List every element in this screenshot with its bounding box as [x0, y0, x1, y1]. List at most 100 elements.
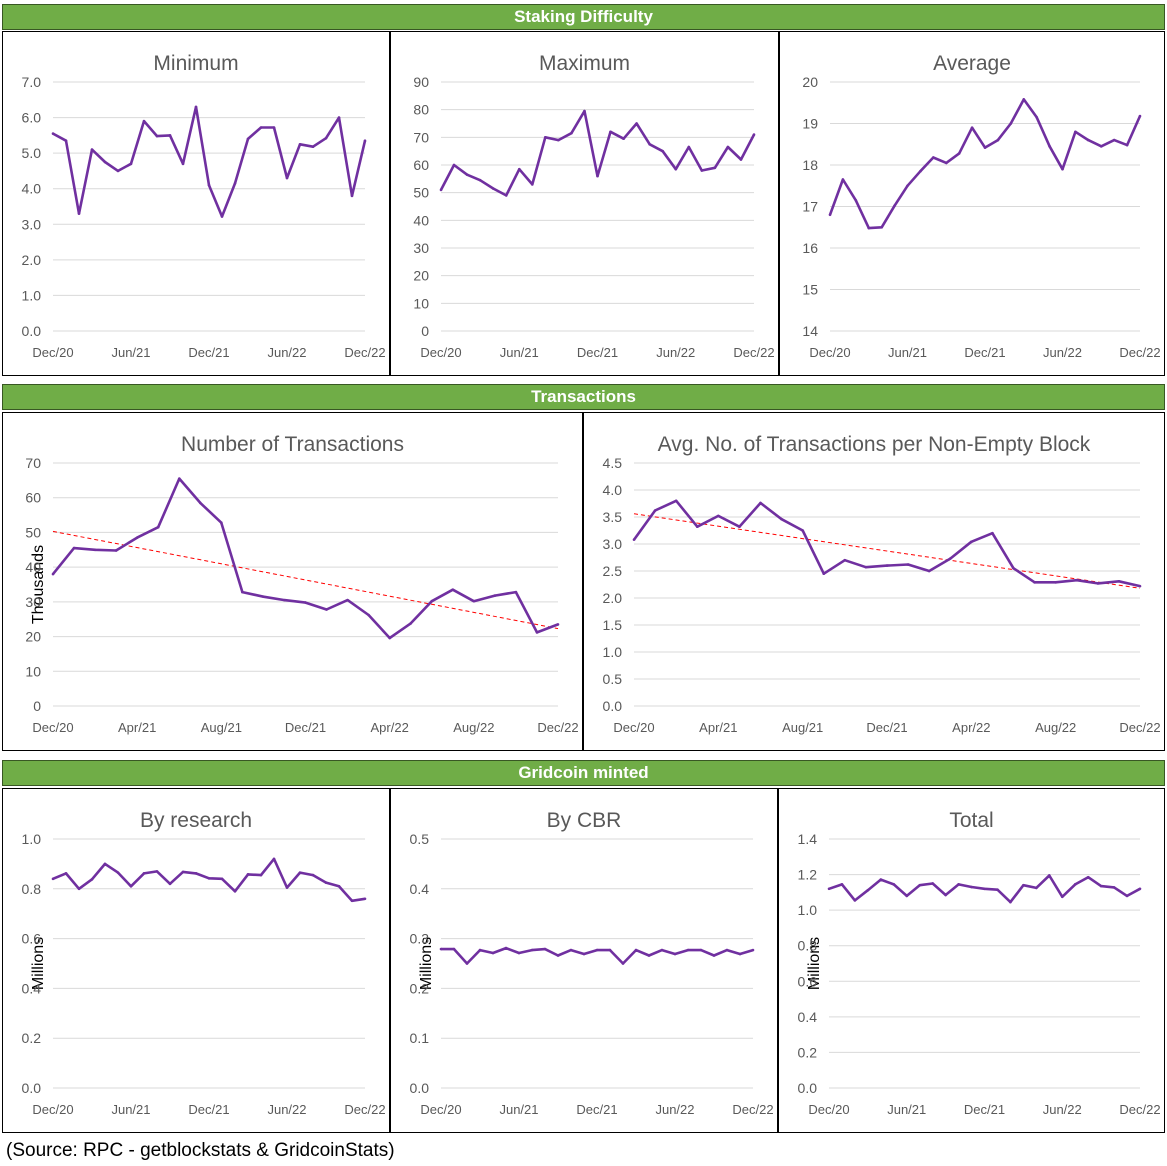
x-tick-label: Aug/22 [453, 720, 494, 735]
chart-title: By research [140, 809, 252, 832]
data-point [853, 899, 857, 902]
data-point [544, 136, 547, 139]
x-tick-label: Dec/20 [808, 1102, 849, 1117]
data-point [1033, 581, 1036, 584]
data-point [114, 549, 118, 552]
data-point [738, 952, 742, 956]
y-tick-label: 0.5 [603, 671, 623, 687]
data-point [1075, 578, 1079, 582]
chart-svg: Avg. No. of Transactions per Non-Empty B… [603, 433, 1161, 735]
y-tick-label: 30 [25, 594, 41, 610]
y-tick-label: 3.5 [603, 509, 623, 525]
x-tick-label: Jun/21 [111, 1102, 150, 1117]
data-point [948, 557, 952, 560]
data-point [970, 885, 973, 889]
data-point [695, 525, 699, 529]
x-tick-label: Dec/21 [964, 1102, 1005, 1117]
data-point [1073, 883, 1077, 886]
x-tick-label: Dec/20 [420, 1102, 461, 1117]
series-line [828, 98, 1142, 230]
y-tick-label: 40 [25, 559, 41, 575]
x-tick-label: Apr/21 [699, 720, 737, 735]
data-point [367, 613, 370, 617]
data-point [129, 162, 133, 166]
y-tick-label: 80 [413, 102, 429, 118]
x-tick-label: Dec/22 [732, 1102, 773, 1117]
y-tick-label: 40 [413, 212, 429, 228]
data-point [64, 872, 68, 875]
section-transactions: Transactions [2, 384, 1165, 410]
y-tick-label: 0.0 [798, 1080, 818, 1096]
data-point [919, 169, 922, 173]
section-staking-difficulty: Staking Difficulty [2, 4, 1165, 30]
data-point [135, 536, 139, 539]
data-point [686, 948, 690, 952]
data-point [207, 877, 211, 880]
y-tick-label: 18 [802, 157, 818, 173]
y-tick-label: 2.0 [22, 252, 42, 268]
data-point [220, 215, 224, 218]
data-point [272, 857, 276, 861]
data-point [918, 883, 922, 887]
data-point [991, 531, 994, 535]
data-point [181, 870, 185, 874]
data-point [570, 131, 573, 135]
y-axis-label: Millions [806, 937, 823, 990]
series-line [439, 109, 756, 197]
data-point [514, 590, 518, 594]
y-tick-label: 0.8 [798, 938, 818, 954]
y-tick-label: 70 [413, 129, 429, 145]
data-point [142, 872, 146, 875]
data-point [1087, 138, 1090, 142]
data-point [944, 161, 948, 165]
x-tick-label: Dec/20 [420, 345, 461, 360]
data-point [246, 137, 250, 141]
x-tick-label: Dec/21 [964, 345, 1005, 360]
data-point [569, 948, 573, 952]
data-point [177, 477, 181, 480]
data-point [1060, 895, 1064, 899]
y-tick-label: 6.0 [22, 110, 42, 126]
data-point [699, 948, 703, 952]
chart-svg: Total Millions 0.0 0.2 0.4 0.6 0.8 1.0 1.2 1.4 Dec… [798, 809, 1161, 1117]
x-tick-label: Dec/22 [1119, 345, 1160, 360]
data-point [596, 174, 599, 178]
data-point [491, 187, 495, 190]
x-tick-label: Dec/22 [344, 345, 385, 360]
x-tick-label: Dec/20 [32, 1102, 73, 1117]
data-point [478, 948, 482, 952]
data-point [472, 599, 476, 603]
y-tick-label: 0.2 [798, 1044, 818, 1060]
x-tick-label: Jun/22 [656, 345, 695, 360]
data-point [1112, 886, 1116, 889]
data-point [822, 572, 826, 575]
y-tick-label: 0.0 [22, 323, 42, 339]
data-point [647, 954, 651, 957]
data-point [634, 948, 638, 952]
y-tick-label: 4.0 [603, 482, 623, 498]
data-point [970, 540, 973, 544]
y-tick-label: 3.0 [603, 536, 623, 552]
y-tick-label: 60 [413, 157, 429, 173]
data-point [155, 870, 159, 873]
x-tick-label: Jun/21 [111, 345, 150, 360]
data-point [931, 882, 934, 885]
chart-by-research: By research Millions 0.0 0.2 0.4 0.6 0.8 1.0 Dec… [2, 788, 390, 1133]
data-point [780, 517, 783, 521]
x-tick-label: Jun/21 [500, 345, 539, 360]
data-point [854, 198, 858, 202]
x-tick-label: Jun/22 [1043, 345, 1082, 360]
data-point [635, 122, 638, 125]
data-point [51, 132, 55, 135]
y-tick-label: 0.2 [410, 980, 430, 996]
data-point [350, 899, 354, 903]
y-tick-label: 30 [413, 240, 429, 256]
y-tick-label: 60 [25, 490, 41, 506]
data-point [1009, 122, 1013, 125]
data-point [452, 163, 456, 167]
data-point [557, 138, 560, 142]
data-point [168, 134, 172, 137]
data-point [556, 623, 560, 626]
x-tick-label: Jun/22 [267, 345, 306, 360]
data-point [304, 601, 307, 604]
